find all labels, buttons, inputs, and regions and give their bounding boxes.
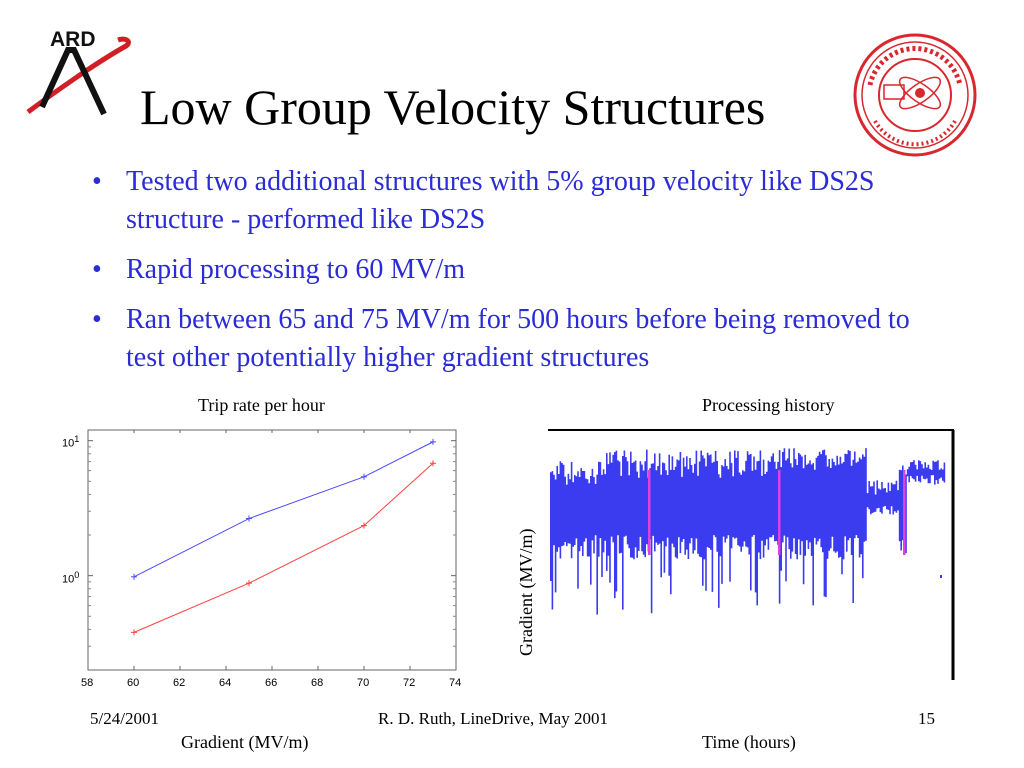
- x-tick-label: 64: [219, 677, 232, 689]
- gradient-trace: [550, 448, 946, 615]
- series-line-1: [133, 462, 434, 633]
- highlight-band: [648, 470, 651, 555]
- footer-center: R. D. Ruth, LineDrive, May 2001: [378, 709, 608, 728]
- ard-a-glyph: [39, 47, 107, 116]
- footer-date: 5/24/2001: [90, 709, 159, 728]
- series-line-0: [133, 441, 434, 578]
- bullet-text: Rapid processing to 60 MV/m: [126, 254, 466, 285]
- right-chart-xlabel: Time (hours): [702, 732, 796, 752]
- x-tick-label: 60: [127, 677, 140, 689]
- plot-frame: [87, 429, 457, 671]
- left-chart-xlabel: Gradient (MV/m): [181, 732, 309, 752]
- x-tick-label: 58: [81, 677, 94, 689]
- right-chart-caption: Processing history: [702, 395, 835, 415]
- highlight-band: [903, 470, 906, 555]
- bullet-item: • Ran between 65 and 75 MV/m for 500 hour…: [92, 304, 910, 373]
- data-point: [430, 438, 436, 445]
- data-point: [246, 515, 252, 522]
- y-tick-label: 101: [62, 434, 80, 450]
- x-tick-label: 70: [357, 677, 370, 689]
- x-tick-label: 74: [449, 677, 462, 689]
- x-tick-label: 62: [173, 677, 186, 689]
- highlight-band: [778, 470, 781, 555]
- slide-title: Low Group Velocity Structures: [140, 79, 766, 135]
- bullet-list: • Tested two additional structures with 5…: [92, 163, 952, 389]
- bullet-item: • Tested two additional structures with 5…: [92, 166, 875, 235]
- bullet-item: • Rapid processing to 60 MV/m: [92, 254, 466, 285]
- isolated-point: [940, 575, 942, 578]
- data-point: [131, 573, 137, 580]
- processing-history-chart: [548, 429, 955, 680]
- ard-logo: ARD: [26, 28, 131, 116]
- ard-logo-text: ARD: [50, 28, 96, 51]
- bullet-text: Ran between 65 and 75 MV/m for 500 hours…: [126, 304, 910, 373]
- data-point: [131, 629, 137, 636]
- slac-seal: [853, 33, 977, 157]
- data-point: [430, 460, 436, 467]
- x-tick-label: 72: [403, 677, 416, 689]
- trip-rate-chart: [87, 429, 457, 671]
- x-tick-label: 68: [311, 677, 324, 689]
- x-tick-label: 66: [265, 677, 278, 689]
- left-chart-caption: Trip rate per hour: [198, 395, 325, 415]
- data-point: [246, 580, 252, 587]
- footer-page-number: 15: [918, 709, 935, 728]
- right-chart-ylabel: Gradient (MV/m): [516, 528, 536, 656]
- bullet-text: Tested two additional structures with 5%…: [126, 166, 875, 235]
- data-point: [361, 473, 367, 480]
- y-tick-label: 100: [62, 570, 80, 586]
- data-point: [361, 522, 367, 529]
